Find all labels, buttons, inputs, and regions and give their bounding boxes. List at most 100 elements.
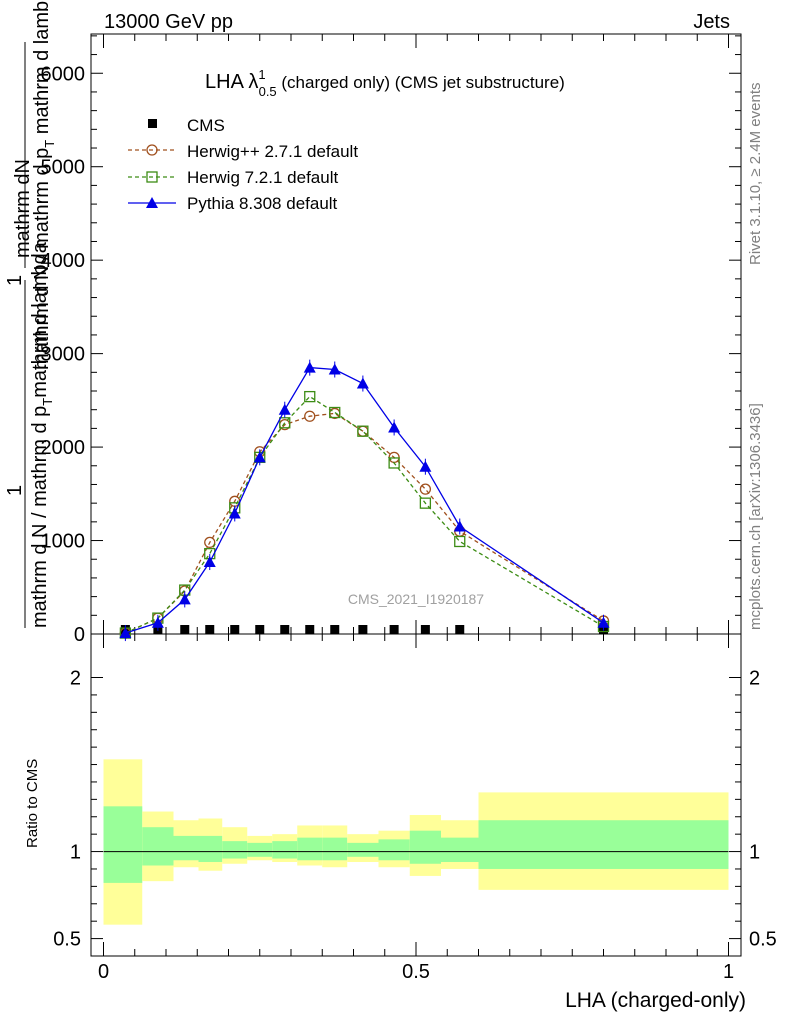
cms-point <box>305 625 315 634</box>
legend-marker-cms <box>148 119 157 128</box>
pythia-point <box>228 507 241 519</box>
pythia-point <box>253 451 266 463</box>
x-axis-label: LHA (charged-only) <box>565 989 746 1012</box>
cms-point <box>358 625 368 634</box>
legend-label-herwig7: Herwig 7.2.1 default <box>187 168 338 187</box>
ylabel-inner-denominator-text: mathrm d N / mathrm d p <box>31 148 53 370</box>
ratio-inner-band-3 <box>198 835 223 863</box>
ratio-inner-band-10 <box>378 839 410 861</box>
pythia-point <box>178 593 191 605</box>
pythia-point <box>328 363 341 375</box>
ylabel-outer-denominator-sub: T <box>40 398 55 406</box>
herwigpp-point <box>304 410 316 422</box>
cms-point <box>205 625 215 634</box>
ylabel-outer-denominator-text: mathrm d N / mathrm d p <box>29 406 51 628</box>
herwigpp-point <box>419 483 432 495</box>
legend: CMS Herwig++ 2.7.1 default Herwig 7.2.1 … <box>128 116 358 213</box>
pythia-point <box>597 616 610 628</box>
rivet-label: Rivet 3.1.10, ≥ 2.4M events <box>747 83 764 266</box>
ratio-inner-band-11 <box>409 830 441 864</box>
main-y-axis-label: mathrm dN 1 mathrm d N / mathrm d pT mat… <box>4 0 57 628</box>
ratio-inner-band-0 <box>103 806 143 883</box>
y-tick-label: 2000 <box>41 437 86 459</box>
legend-marker-herwigpp <box>146 144 158 156</box>
pythia-point <box>388 421 401 433</box>
cms-point <box>389 625 399 634</box>
legend-label-cms: CMS <box>187 116 225 135</box>
cms-point <box>230 625 240 634</box>
legend-label-pythia: Pythia 8.308 default <box>187 194 338 213</box>
herwig7-point <box>419 497 432 509</box>
plot-title: LHA λ1 0.5 (charged only) (CMS jet substr… <box>205 67 565 99</box>
herwigpp-point <box>204 536 216 549</box>
pythia-point <box>151 616 164 628</box>
ratio-y-tick-label-right: 2 <box>749 668 760 690</box>
title-subscript: 0.5 <box>259 84 277 99</box>
x-tick-label: 0 <box>98 961 109 983</box>
ratio-inner-band-2 <box>173 835 199 861</box>
ylabel-inner-top: 1 <box>4 275 26 286</box>
ratio-inner-band-12 <box>441 837 479 863</box>
series-line-3 <box>125 366 604 634</box>
ylabel-outer-denominator: mathrm d N / mathrm d pTmathrm d lambda <box>29 241 55 628</box>
legend-marker-pythia <box>146 197 158 208</box>
ratio-inner-band-8 <box>322 837 348 861</box>
cms-point <box>455 625 465 634</box>
pythia-point <box>303 361 316 373</box>
ratio-inner-band-4 <box>222 841 248 859</box>
ylabel-numerator: mathrm dN <box>12 159 34 258</box>
pythia-point <box>119 627 132 639</box>
ratio-inner-band-7 <box>297 837 323 861</box>
header-process-label: Jets <box>693 11 730 33</box>
pythia-point <box>356 377 369 389</box>
ratio-inner-band-6 <box>272 841 298 859</box>
ratio-inner-band-13 <box>478 820 729 869</box>
ratio-axis-ticks: 0 0.5 1 0.5 0.5 1 1 2 2 <box>53 634 777 983</box>
series-line-1 <box>125 412 604 634</box>
mcplots-label: mcplots.cern.ch [arXiv:1306.3436] <box>747 403 764 630</box>
ratio-y-axis-label: Ratio to CMS <box>24 759 41 848</box>
herwig7-point <box>279 417 291 429</box>
ylabel-inner-denominator-sub: T <box>42 140 57 148</box>
herwig7-point <box>454 535 466 548</box>
ylabel-outer-denominator-rest: mathrm d lambda <box>29 241 51 397</box>
y-tick-label: 3000 <box>41 344 86 366</box>
series-3 <box>119 359 610 642</box>
header-energy-label: 13000 GeV pp <box>104 11 233 33</box>
pythia-point <box>453 520 466 532</box>
herwig7-point <box>388 457 400 469</box>
series-line-2 <box>125 395 604 634</box>
y-tick-label: 5000 <box>41 157 86 179</box>
ratio-y-tick-label-left: 2 <box>70 668 81 690</box>
title-main: LHA λ <box>205 71 258 93</box>
ratio-inner-band-1 <box>142 827 174 866</box>
ratio-inner-band-5 <box>247 842 273 857</box>
ratio-y-tick-label-left: 0.5 <box>53 929 81 951</box>
ylabel-inner-denominator: mathrm d N / mathrm d pT mathrm d lambda <box>31 0 57 370</box>
pythia-point <box>278 403 291 415</box>
ratio-inner-band-9 <box>347 842 379 857</box>
legend-label-herwigpp: Herwig++ 2.7.1 default <box>187 142 358 161</box>
x-tick-label: 1 <box>723 961 734 983</box>
cms-point <box>255 625 265 634</box>
x-tick-label: 0.5 <box>402 961 430 983</box>
ratio-y-tick-label-right: 0.5 <box>749 929 777 951</box>
ratio-y-tick-label-left: 1 <box>70 842 81 864</box>
ylabel-factor: 1 <box>4 485 26 496</box>
y-tick-label: 6000 <box>41 63 86 85</box>
title-rest: (charged only) (CMS jet substructure) <box>277 73 565 92</box>
herwig7-point <box>304 390 316 403</box>
series-layer <box>119 359 610 642</box>
cms-point <box>420 625 430 634</box>
main-axis-ticks: 0 1000 2000 3000 4000 5000 6000 <box>41 34 741 646</box>
y-tick-label: 0 <box>74 624 85 646</box>
pythia-point <box>203 556 216 568</box>
herwig7-point <box>357 425 369 437</box>
legend-marker-herwig7 <box>146 171 158 183</box>
cms-point <box>180 625 190 634</box>
cms-point <box>330 625 340 634</box>
ylabel-inner-denominator-rest: mathrm d lambda <box>31 0 53 140</box>
pythia-point <box>419 460 432 472</box>
herwig7-point <box>329 406 341 419</box>
